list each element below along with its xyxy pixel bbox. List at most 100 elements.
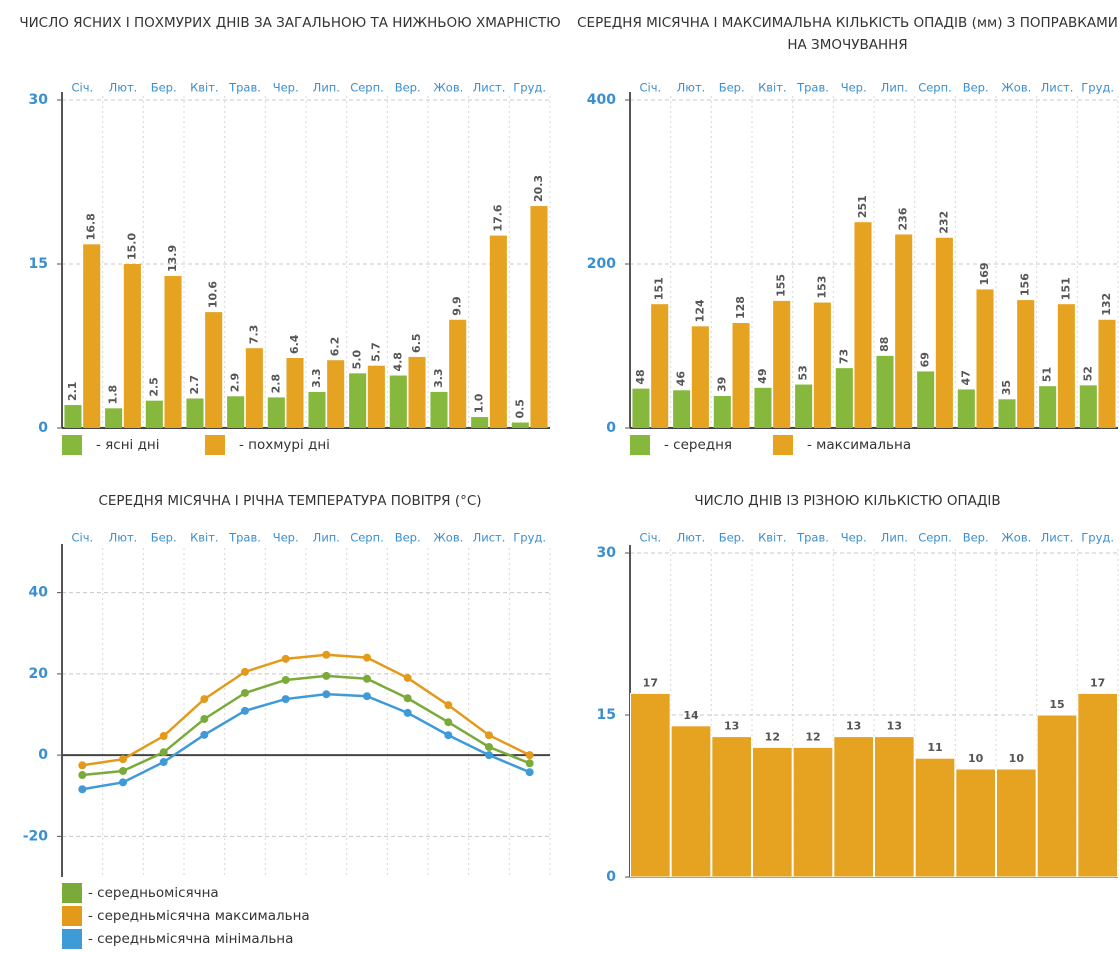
x-tick-label: Серп. bbox=[918, 531, 952, 545]
legend-label: - максимальна bbox=[807, 437, 911, 453]
x-tick-label: Трав. bbox=[228, 81, 261, 95]
x-tick-label: Квіт. bbox=[190, 531, 219, 545]
data-label: 6.5 bbox=[410, 333, 423, 353]
data-label: 10 bbox=[1009, 752, 1025, 765]
bar bbox=[123, 264, 141, 428]
x-tick-label: Лип. bbox=[881, 81, 908, 95]
data-label: 155 bbox=[775, 274, 788, 297]
x-tick-label: Лют. bbox=[677, 81, 706, 95]
data-label: 11 bbox=[927, 741, 942, 754]
chart-title: СЕРЕДНЯ МІСЯЧНА І МАКСИМАЛЬНА КІЛЬКІСТЬ … bbox=[577, 15, 1118, 53]
point bbox=[485, 731, 493, 740]
x-tick-label: Вер. bbox=[963, 81, 989, 95]
data-label: 1.0 bbox=[473, 393, 486, 413]
point bbox=[403, 708, 412, 717]
x-tick-label: Чер. bbox=[273, 81, 299, 95]
y-tick-label: 0 bbox=[606, 869, 616, 885]
data-label: 17 bbox=[643, 676, 658, 689]
y-tick-label: 0 bbox=[38, 420, 48, 436]
bar bbox=[105, 408, 123, 428]
bar bbox=[895, 234, 913, 428]
legend-label: - похмурі дні bbox=[239, 437, 330, 453]
y-tick-label: 400 bbox=[587, 92, 616, 108]
data-label: 9.9 bbox=[451, 296, 464, 316]
bar bbox=[835, 368, 853, 428]
y-tick-label: -20 bbox=[23, 828, 49, 844]
point bbox=[403, 673, 412, 682]
x-tick-label: Вер. bbox=[395, 81, 421, 95]
bar bbox=[874, 736, 915, 878]
data-label: 128 bbox=[734, 296, 747, 319]
bar bbox=[833, 736, 874, 878]
x-tick-label: Бер. bbox=[719, 531, 745, 545]
x-tick-label: Трав. bbox=[228, 531, 261, 545]
data-label: 151 bbox=[1059, 277, 1072, 300]
data-label: 236 bbox=[897, 207, 910, 230]
bar bbox=[83, 244, 101, 428]
y-tick-label: 200 bbox=[587, 256, 616, 272]
bar bbox=[914, 757, 956, 878]
line bbox=[82, 674, 531, 777]
point bbox=[363, 653, 371, 662]
y-tick-label: 15 bbox=[29, 256, 48, 272]
x-tick-label: Лип. bbox=[881, 531, 908, 545]
bar bbox=[449, 319, 467, 428]
x-tick-label: Груд. bbox=[513, 531, 546, 545]
legend-label: - середньмісячна мінімальна bbox=[88, 931, 293, 947]
point bbox=[241, 667, 249, 676]
data-label: 7.3 bbox=[247, 325, 260, 345]
chart-title: ЧИСЛО ЯСНИХ І ПОХМУРИХ ДНІВ ЗА ЗАГАЛЬНОЮ… bbox=[19, 15, 561, 31]
data-label: 49 bbox=[756, 369, 769, 384]
x-tick-label: Груд. bbox=[1081, 81, 1114, 95]
bar bbox=[711, 736, 752, 878]
line bbox=[82, 692, 531, 791]
data-label: 47 bbox=[959, 370, 972, 385]
bar bbox=[245, 348, 263, 428]
bar bbox=[732, 323, 750, 428]
legend-swatch bbox=[62, 883, 82, 903]
data-label: 169 bbox=[978, 262, 991, 285]
bar bbox=[917, 371, 935, 428]
bar bbox=[511, 422, 529, 428]
data-label: 17 bbox=[1090, 676, 1105, 689]
point bbox=[444, 701, 453, 710]
point bbox=[200, 730, 209, 739]
bar bbox=[854, 222, 872, 428]
bar bbox=[670, 725, 712, 878]
bar bbox=[935, 237, 953, 428]
point bbox=[241, 706, 249, 715]
y-tick-label: 40 bbox=[29, 585, 49, 601]
data-label: 153 bbox=[815, 276, 828, 299]
bar bbox=[1036, 714, 1078, 878]
bar bbox=[630, 692, 671, 878]
bar bbox=[227, 396, 245, 428]
x-tick-label: Лип. bbox=[313, 531, 340, 545]
point bbox=[444, 718, 453, 727]
bar bbox=[327, 360, 345, 428]
data-label: 88 bbox=[878, 337, 891, 352]
x-tick-label: Лист. bbox=[473, 81, 506, 95]
data-label: 15 bbox=[1049, 698, 1064, 711]
point bbox=[485, 743, 493, 751]
legend-swatch bbox=[62, 929, 82, 949]
y-tick-label: 15 bbox=[597, 707, 616, 723]
x-tick-label: Чер. bbox=[841, 81, 867, 95]
data-label: 2.5 bbox=[147, 377, 160, 397]
legend-swatch bbox=[62, 435, 82, 455]
point bbox=[322, 650, 331, 659]
point bbox=[281, 695, 290, 704]
bar bbox=[145, 400, 163, 428]
legend-swatch bbox=[62, 906, 82, 926]
bar bbox=[489, 235, 507, 428]
x-tick-label: Трав. bbox=[796, 81, 829, 95]
data-label: 10 bbox=[968, 752, 984, 765]
data-label: 20.3 bbox=[532, 175, 545, 202]
data-label: 6.4 bbox=[288, 334, 301, 354]
point bbox=[78, 771, 87, 780]
data-label: 251 bbox=[856, 195, 869, 218]
x-tick-label: Чер. bbox=[841, 531, 867, 545]
x-tick-label: Серп. bbox=[918, 81, 952, 95]
data-label: 39 bbox=[715, 377, 728, 392]
data-label: 14 bbox=[683, 709, 699, 722]
